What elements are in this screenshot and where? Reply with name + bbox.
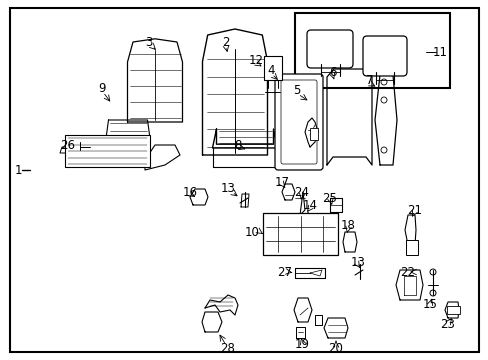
Text: 19: 19 [294, 338, 309, 351]
Text: 7: 7 [366, 73, 373, 86]
Bar [309, 128, 317, 140]
Text: 9: 9 [98, 81, 105, 95]
Text: 13: 13 [350, 256, 365, 269]
FancyBboxPatch shape [281, 80, 316, 164]
Text: 1: 1 [14, 163, 21, 176]
Bar [446, 306, 459, 314]
Text: 10: 10 [244, 225, 259, 239]
Text: 18: 18 [340, 219, 355, 231]
Text: 17: 17 [274, 176, 289, 189]
FancyBboxPatch shape [306, 30, 352, 68]
Bar [65, 135, 150, 167]
Text: 21: 21 [407, 203, 422, 216]
Text: 22: 22 [400, 266, 415, 279]
Text: 16: 16 [182, 185, 197, 198]
Text: 25: 25 [322, 192, 337, 204]
Text: 8: 8 [234, 139, 241, 152]
FancyBboxPatch shape [274, 74, 323, 170]
Text: 13: 13 [220, 181, 235, 194]
Bar [264, 56, 282, 80]
Text: 28: 28 [220, 342, 235, 355]
Text: 3: 3 [145, 36, 152, 49]
Text: 4: 4 [267, 63, 274, 77]
Text: 27: 27 [277, 266, 292, 279]
Text: 23: 23 [440, 319, 454, 332]
Text: 5: 5 [293, 84, 300, 96]
Bar [294, 13, 449, 88]
Text: 20: 20 [328, 342, 343, 355]
Text: 6: 6 [328, 66, 336, 78]
Text: 2: 2 [222, 36, 229, 49]
Text: 12: 12 [248, 54, 263, 67]
Bar [405, 240, 417, 255]
Text: 26: 26 [61, 139, 75, 152]
Bar [263, 213, 337, 255]
FancyBboxPatch shape [362, 36, 406, 76]
Text: 15: 15 [422, 298, 437, 311]
Text: 11: 11 [431, 45, 447, 59]
Text: 24: 24 [294, 185, 309, 198]
Text: 14: 14 [302, 198, 317, 212]
